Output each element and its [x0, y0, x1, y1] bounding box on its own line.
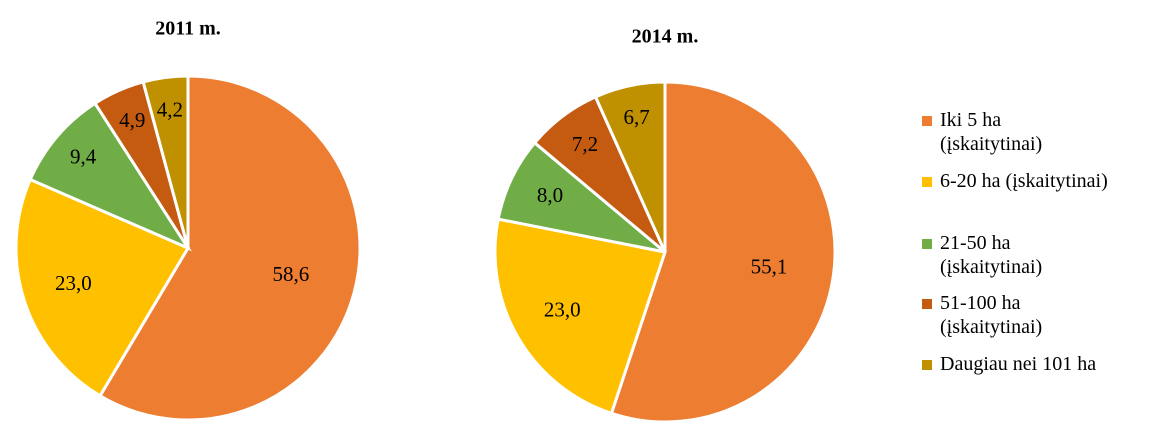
data-label: 23,0 [544, 298, 581, 322]
legend-item: Daugiau nei 101 ha [918, 352, 1108, 376]
legend-item: 51-100 ha (įskaitytinai) [918, 291, 1100, 339]
data-label: 23,0 [55, 271, 92, 295]
chart-title: 2014 m. [632, 26, 699, 48]
chart-title: 2011 m. [155, 18, 221, 40]
legend-item: 6-20 ha (įskaitytinai) [918, 169, 1108, 193]
legend-swatch [922, 299, 932, 309]
data-label: 58,6 [272, 262, 309, 286]
legend-label: 51-100 ha (įskaitytinai) [940, 292, 1043, 338]
data-label: 4,9 [119, 108, 145, 132]
data-label: 9,4 [70, 145, 97, 169]
data-label: 4,2 [157, 97, 183, 121]
legend-swatch [922, 116, 932, 126]
legend-label: Daugiau nei 101 ha [940, 353, 1097, 375]
legend-label: Iki 5 ha (įskaitytinai) [940, 109, 1043, 155]
legend-swatch [922, 239, 932, 249]
pie-slice [141, 74, 190, 249]
pie-slice [493, 217, 667, 416]
data-label: 7,2 [572, 132, 598, 156]
legend: Iki 5 ha (įskaitytinai) 6-20 ha (įskaityt… [918, 108, 1108, 376]
legend-label: 6-20 ha (įskaitytinai) [940, 170, 1108, 192]
legend-item: 21-50 ha (įskaitytinai) [918, 231, 1100, 279]
data-label: 8,0 [537, 183, 563, 207]
pie-slice [14, 177, 191, 398]
legend-swatch [922, 177, 932, 187]
legend-item: Iki 5 ha (įskaitytinai) [918, 108, 1100, 156]
pie-slice [593, 80, 667, 253]
data-label: 55,1 [751, 255, 788, 279]
pie-slice [98, 74, 362, 422]
legend-swatch [922, 360, 932, 370]
pie-slice [28, 101, 192, 252]
legend-label: 21-50 ha (įskaitytinai) [940, 232, 1043, 278]
pie-slice [609, 80, 837, 424]
data-label: 6,7 [623, 105, 649, 129]
